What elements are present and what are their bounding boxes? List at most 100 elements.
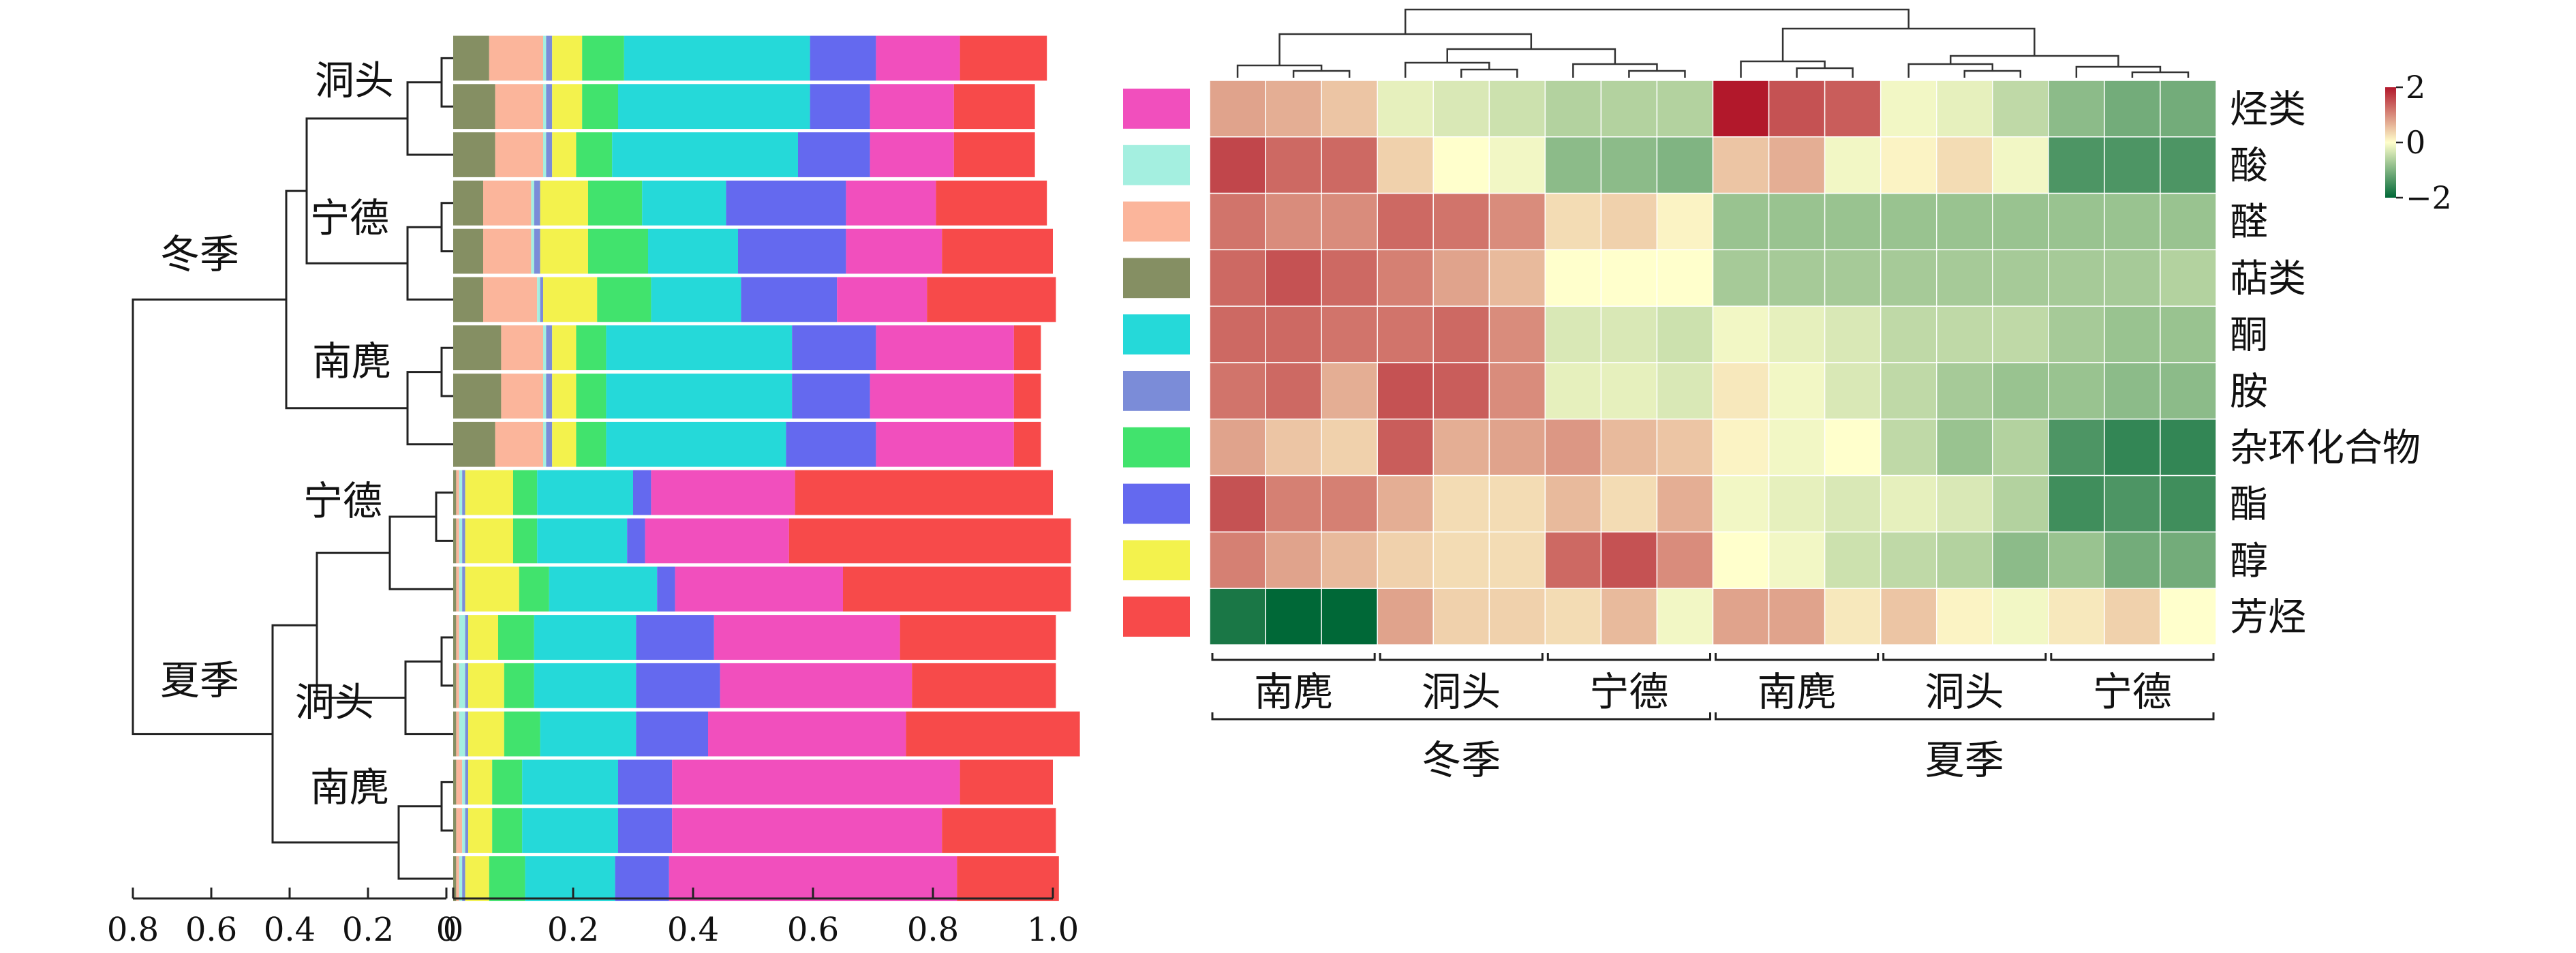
season-bracket — [1715, 712, 2215, 721]
heatmap-cell-1-1 — [1209, 80, 1266, 138]
heatmap-cell-3-3 — [1321, 192, 1378, 251]
heatmap-cell-8-6 — [1488, 474, 1546, 533]
bar-segment-4-6 — [588, 180, 643, 226]
bar-segment-15-9 — [708, 711, 906, 757]
bar-segment-10-5 — [465, 470, 513, 515]
bar-segment-11-8 — [627, 518, 645, 564]
bar-segment-18-6 — [489, 856, 525, 901]
dendro-axis-tick-label: 0.4 — [264, 911, 316, 949]
heatmap-cell-6-17 — [2104, 362, 2161, 420]
bar-segment-14-5 — [468, 663, 504, 708]
site-bracket — [1211, 653, 1376, 661]
heatmap-cell-8-8 — [1600, 474, 1658, 533]
bar-x-axis: 0 0.2 0.4 0.6 0.8 1.0 — [443, 888, 1079, 949]
dendro-axis-tick-label: 0.6 — [185, 911, 237, 949]
bar-segment-12-3 — [459, 566, 463, 612]
row-swatch-3 — [1123, 201, 1190, 242]
site-bracket — [1882, 653, 2047, 661]
bar-segment-15-3 — [459, 711, 465, 757]
bar-segment-1-4 — [546, 35, 553, 81]
heatmap-cell-2-17 — [2104, 136, 2161, 194]
heatmap-cell-7-5 — [1432, 419, 1490, 477]
bar-segment-16-9 — [672, 759, 960, 805]
heatmap-site-label: 洞头 — [1925, 669, 2004, 715]
heatmap-cell-3-15 — [1992, 192, 2049, 251]
heatmap-cell-5-11 — [1768, 305, 1826, 363]
heatmap-cell-1-5 — [1432, 80, 1490, 138]
heatmap-cell-2-4 — [1377, 136, 1435, 194]
bar-segment-3-4 — [546, 132, 553, 177]
bar-segment-9-6 — [576, 421, 607, 467]
heatmap-cell-2-2 — [1265, 136, 1322, 194]
heatmap-cell-7-17 — [2104, 419, 2161, 477]
bar-segment-1-9 — [876, 35, 960, 81]
heatmap-cell-2-15 — [1992, 136, 2049, 194]
heatmap-cell-2-18 — [2160, 136, 2217, 194]
heatmap-cell-3-4 — [1377, 192, 1435, 251]
heatmap-cell-1-8 — [1600, 80, 1658, 138]
heatmap-cell-8-5 — [1432, 474, 1490, 533]
bar-segment-15-7 — [540, 711, 637, 757]
bar-segment-7-1 — [453, 325, 502, 371]
bar-segment-12-10 — [843, 566, 1071, 612]
bar-segment-6-3 — [537, 277, 540, 322]
heatmap-cell-9-14 — [1935, 531, 1993, 589]
heatmap-cell-9-5 — [1432, 531, 1490, 589]
heatmap-cell-6-13 — [1880, 362, 1937, 420]
dendrogram-link — [440, 781, 453, 832]
bar-segment-9-8 — [786, 421, 876, 467]
heatmap-cell-10-14 — [1935, 588, 1993, 646]
heatmap-cell-4-10 — [1712, 249, 1770, 307]
bar-segment-3-1 — [453, 132, 495, 177]
heatmap-cell-6-11 — [1768, 362, 1826, 420]
bar-segment-18-3 — [459, 856, 463, 901]
heatmap-row-label: 萜类 — [2230, 257, 2306, 301]
heatmap-cell-10-9 — [1656, 588, 1714, 646]
heatmap-cell-6-14 — [1935, 362, 1993, 420]
heatmap-cell-6-1 — [1209, 362, 1266, 420]
bar-segment-8-6 — [576, 374, 607, 419]
bar-segment-6-7 — [651, 277, 741, 322]
heatmap-cell-4-15 — [1992, 249, 2049, 307]
heatmap-cell-4-4 — [1377, 249, 1435, 307]
heatmap-cell-5-7 — [1544, 305, 1602, 363]
bar-segment-17-9 — [672, 808, 942, 853]
heatmap-cell-8-3 — [1321, 474, 1378, 533]
colorbar-gradient — [2385, 87, 2396, 198]
heatmap-cell-9-2 — [1265, 531, 1322, 589]
heatmap-cell-10-5 — [1432, 588, 1490, 646]
column-dendrogram-link — [1404, 8, 1910, 34]
heatmap-cell-8-18 — [2160, 474, 2217, 533]
column-dendrogram-link — [1628, 70, 1686, 78]
bar-segment-1-10 — [960, 35, 1047, 81]
heatmap-cell-7-6 — [1488, 419, 1546, 477]
bar-segment-11-10 — [788, 518, 1071, 564]
site-label-ningde-summer: 宁德 — [303, 478, 382, 524]
heatmap-cell-4-9 — [1656, 249, 1714, 307]
dendro-axis-tick-label: 0.2 — [342, 911, 394, 949]
heatmap-cell-3-2 — [1265, 192, 1322, 251]
heatmap-cell-2-7 — [1544, 136, 1602, 194]
heatmap-cell-1-13 — [1880, 80, 1937, 138]
bar-segment-15-1 — [453, 711, 457, 757]
bar-segment-7-2 — [501, 325, 543, 371]
bar-segment-7-3 — [543, 325, 547, 371]
bar-segment-1-1 — [453, 35, 489, 81]
bar-segment-15-4 — [465, 711, 468, 757]
bar-segment-2-6 — [582, 84, 618, 130]
heatmap-row-label: 酸 — [2230, 144, 2268, 188]
bar-segment-7-9 — [876, 325, 1014, 371]
bar-segment-16-5 — [468, 759, 493, 805]
bar-segment-16-6 — [492, 759, 523, 805]
bar-segment-11-3 — [459, 518, 463, 564]
bar-segment-15-5 — [468, 711, 504, 757]
heatmap-cell-1-12 — [1824, 80, 1882, 138]
heatmap-row-label: 酯 — [2230, 483, 2268, 527]
heatmap-cell-6-5 — [1432, 362, 1490, 420]
bar-segment-3-8 — [798, 132, 870, 177]
bar-segment-13-7 — [534, 615, 637, 660]
heatmap-cell-8-14 — [1935, 474, 1993, 533]
heatmap-colorbar: 2 0 −2 — [2385, 69, 2452, 216]
row-swatch-10 — [1123, 596, 1190, 637]
